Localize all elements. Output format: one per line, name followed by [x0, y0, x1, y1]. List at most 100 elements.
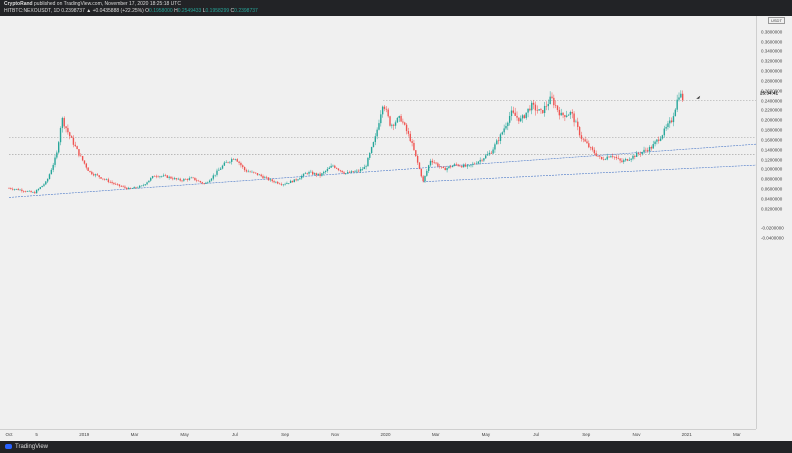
candle-body: [562, 112, 564, 116]
candle-body: [492, 149, 494, 154]
candle-body: [676, 99, 678, 110]
candle-body: [212, 175, 215, 179]
publisher-name[interactable]: CryptoRand: [4, 1, 33, 7]
price-tick-label: 0.1400000: [761, 147, 783, 153]
candle-body: [626, 159, 629, 161]
candle-body: [632, 155, 634, 159]
candle-body: [109, 182, 111, 183]
candle-body: [615, 156, 618, 159]
candle-body: [177, 178, 180, 180]
candle-body: [92, 174, 95, 176]
candle-body: [409, 133, 411, 142]
candle-body: [345, 173, 347, 174]
candle-body: [367, 157, 369, 167]
candle-body: [313, 173, 316, 175]
time-tick-label: 5: [35, 432, 38, 437]
footer-brand[interactable]: TradingView: [15, 444, 49, 450]
candle-body: [249, 171, 251, 173]
candle-body: [678, 97, 680, 100]
candle-body: [518, 117, 520, 122]
time-tick-label: May: [180, 432, 189, 437]
candle-body: [288, 183, 290, 184]
candle-body: [155, 176, 157, 177]
candle-body: [326, 168, 329, 171]
close-value: 0.2398737: [234, 8, 258, 14]
time-tick-label: Sep: [281, 432, 290, 437]
candle-body: [370, 147, 373, 154]
candle-body: [140, 185, 143, 187]
candle-body: [606, 156, 608, 160]
price-tick-label: 0.0800000: [761, 176, 783, 182]
candlestick-chart[interactable]: [0, 16, 768, 429]
candle-body: [650, 147, 653, 149]
candle-body: [577, 121, 579, 127]
time-tick-label: Jul: [232, 432, 238, 437]
candle-body: [466, 165, 469, 167]
candle-body: [503, 128, 505, 133]
trendline[interactable]: [423, 164, 768, 183]
price-tick-label: 0.0600000: [761, 186, 783, 192]
candle-body: [89, 170, 91, 172]
candle-body: [304, 173, 307, 175]
candle-body: [45, 181, 47, 185]
candle-body: [39, 187, 41, 189]
candle-body: [83, 160, 86, 164]
candle-body: [564, 115, 566, 117]
candle-body: [494, 144, 496, 150]
candle-body: [512, 110, 515, 113]
candle-body: [135, 187, 137, 188]
candle-body: [516, 115, 518, 118]
price-axis[interactable]: USDT 0.3800000 0.3600000 0.3400000 0.320000…: [756, 16, 792, 429]
candle-body: [647, 150, 649, 152]
candle-body: [54, 157, 56, 165]
chart-header: CryptoRand published on TradingView.com,…: [0, 0, 792, 16]
candle-body: [400, 115, 402, 122]
candle-body: [389, 116, 391, 126]
candle-body: [580, 135, 583, 139]
candle-body: [100, 177, 102, 179]
price-tick-label: 0.1000000: [761, 166, 783, 172]
candle-body: [232, 159, 235, 160]
candle-body: [282, 184, 284, 186]
candle-body: [323, 172, 325, 174]
candle-body: [402, 121, 404, 123]
candle-body: [284, 183, 286, 185]
candle-body: [46, 179, 49, 182]
candle-body: [652, 144, 654, 149]
candle-body: [286, 183, 288, 184]
candle-body: [111, 182, 113, 183]
candle-body: [485, 155, 487, 159]
candle-body: [439, 166, 441, 167]
candle-body: [98, 175, 100, 178]
candle-body: [265, 177, 268, 178]
candle-body: [343, 172, 345, 174]
candle-body: [153, 176, 156, 177]
candle-body: [267, 177, 270, 181]
candle-body: [302, 173, 305, 176]
trendline[interactable]: [8, 143, 768, 198]
candle-body: [674, 109, 677, 117]
candle-body: [354, 171, 356, 173]
candle-body: [529, 108, 531, 111]
candle-body: [256, 173, 259, 175]
time-axis[interactable]: Oct 5 2019 Mar May Jul Sep Nov 2020 Mar May Jul Sep N…: [0, 429, 756, 441]
candle-body: [190, 177, 192, 179]
candle-body: [461, 166, 463, 168]
candle-body: [542, 110, 544, 114]
candle-body: [451, 165, 454, 168]
candle-body: [104, 179, 106, 180]
candle-body: [420, 168, 423, 177]
candle-body: [78, 149, 80, 156]
candle-body: [624, 159, 627, 161]
price-tick-label: 0.0200000: [761, 206, 783, 212]
price-tick-label: 0.3800000: [761, 29, 783, 35]
candle-body: [422, 176, 424, 182]
open-label: O: [145, 8, 150, 14]
candle-body: [299, 178, 301, 180]
candle-body: [207, 182, 209, 183]
candle-body: [523, 115, 526, 119]
candle-body: [37, 188, 40, 191]
chart-canvas[interactable]: [0, 16, 768, 429]
price-tick-label: -0.0400000: [761, 235, 784, 241]
candle-body: [43, 184, 45, 186]
